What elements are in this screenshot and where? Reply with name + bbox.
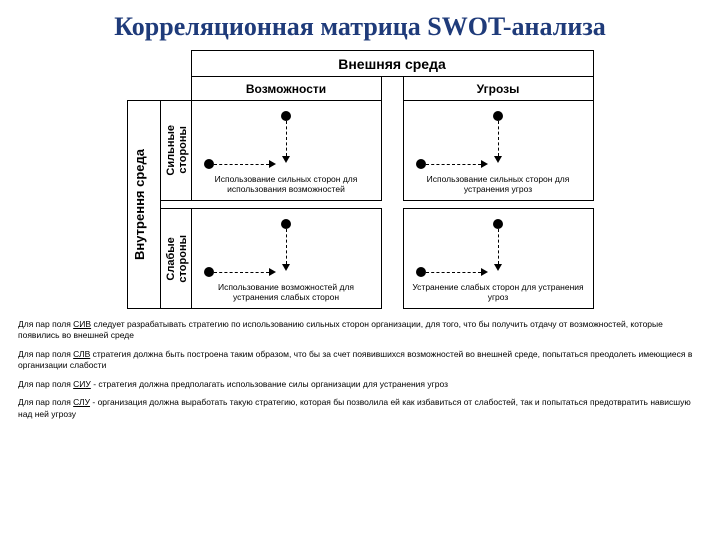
swot-matrix: Внешняя среда Возможности Угрозы Внутрен… [127, 50, 594, 309]
cell-st-text: Использование сильных сторон для устране… [408, 174, 589, 194]
header-strengths: Сильные стороны [160, 101, 191, 201]
note-siu: Для пар поля СИУ - стратегия должна пред… [18, 379, 702, 390]
note-slu: Для пар поля СЛУ - организация должна вы… [18, 397, 702, 420]
header-weaknesses: Слабые стороны [160, 209, 191, 309]
cell-wo: Использование возможностей для устранени… [191, 209, 381, 309]
header-opportunities: Возможности [191, 77, 381, 101]
cell-wt: Устранение слабых сторон для устранения … [403, 209, 593, 309]
page-title: Корреляционная матрица SWOT-анализа [18, 12, 702, 42]
notes-block: Для пар поля СИВ следует разрабатывать с… [18, 319, 702, 420]
header-external: Внешняя среда [191, 51, 593, 77]
matrix-container: Внешняя среда Возможности Угрозы Внутрен… [18, 50, 702, 309]
cell-so: Использование сильных сторон для использ… [191, 101, 381, 201]
header-threats: Угрозы [403, 77, 593, 101]
label-slu: СЛУ [73, 397, 90, 407]
cell-wt-text: Устранение слабых сторон для устранения … [408, 282, 589, 302]
cell-wo-text: Использование возможностей для устранени… [196, 282, 377, 302]
label-siv: СИВ [73, 319, 91, 329]
label-siu: СИУ [73, 379, 91, 389]
cell-st: Использование сильных сторон для устране… [403, 101, 593, 201]
note-slv: Для пар поля СЛВ стратегия должна быть п… [18, 349, 702, 372]
cell-so-text: Использование сильных сторон для использ… [196, 174, 377, 194]
note-siv: Для пар поля СИВ следует разрабатывать с… [18, 319, 702, 342]
header-internal: Внутрення среда [127, 101, 160, 309]
label-slv: СЛВ [73, 349, 90, 359]
